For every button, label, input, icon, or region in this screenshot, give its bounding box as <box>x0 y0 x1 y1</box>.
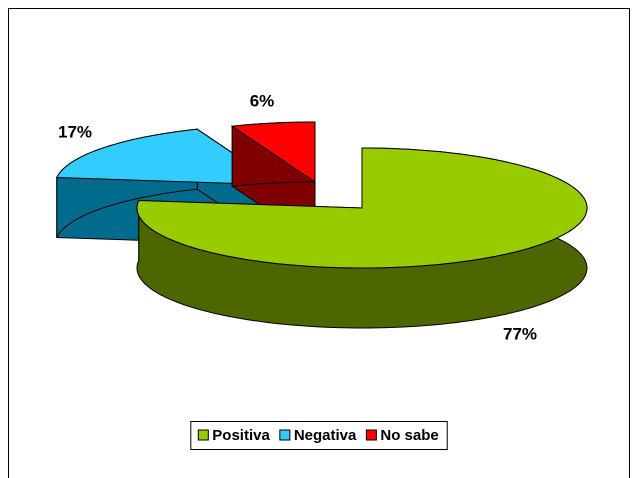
slice <box>136 147 588 329</box>
legend-swatch <box>197 429 209 441</box>
legend-swatch <box>279 429 291 441</box>
data-label: 17% <box>58 122 92 141</box>
data-label: 77% <box>503 324 537 343</box>
slice <box>230 121 316 183</box>
slice <box>136 147 588 269</box>
legend-label: Positiva <box>212 427 270 444</box>
legend-swatch <box>365 429 377 441</box>
pie <box>56 121 588 329</box>
legend-box <box>190 421 448 450</box>
legend-label: No sabe <box>380 427 438 444</box>
slice <box>56 128 282 186</box>
legend-label: Negativa <box>294 427 357 444</box>
data-label: 6% <box>250 91 275 110</box>
legend: Positiva Negativa No sabe <box>190 421 448 450</box>
